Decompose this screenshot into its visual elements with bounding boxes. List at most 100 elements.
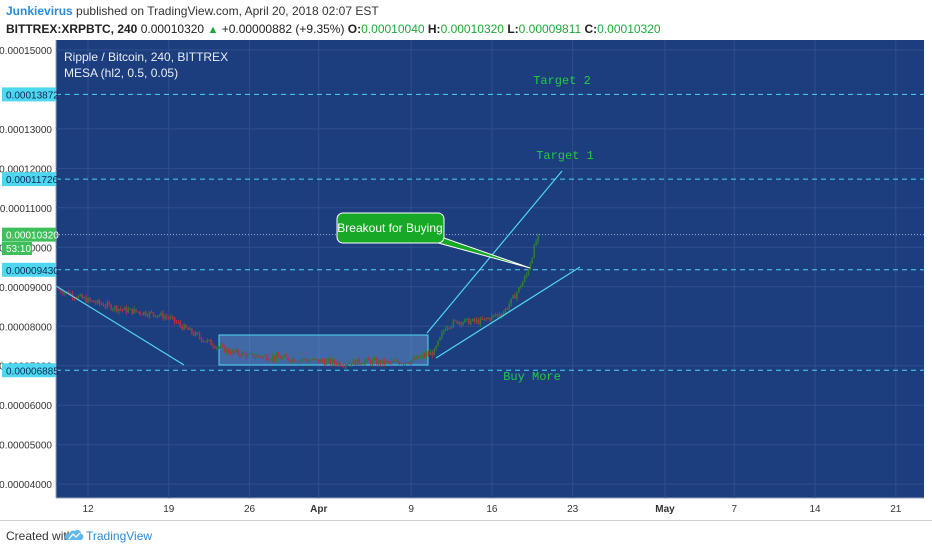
candle-body [329, 359, 332, 364]
candle-body [129, 308, 132, 310]
candle-body [158, 315, 160, 317]
created-with-label: Created with [6, 529, 74, 543]
candle-body [341, 365, 343, 367]
open-value: 0.00010040 [361, 22, 425, 36]
candle-body [248, 353, 251, 355]
candle-body [310, 360, 312, 362]
candle-body [318, 359, 320, 363]
change-value: +0.00000882 (+9.35%) [221, 22, 345, 36]
price-tag-text: 0.00013872 [6, 90, 59, 101]
candle-body [60, 289, 62, 293]
level-lines[interactable] [56, 93, 924, 371]
candle-body [364, 360, 366, 364]
candle-body [496, 314, 499, 316]
low-label: L: [507, 22, 519, 36]
last-price: 0.00010320 [140, 22, 205, 36]
candle-body [529, 263, 532, 270]
candle-body [498, 314, 501, 316]
candle-body [183, 324, 185, 330]
candle-body [160, 312, 162, 316]
tradingview-cloud-icon[interactable] [64, 528, 84, 547]
lower-channel-line[interactable] [435, 266, 581, 359]
candle-body [266, 355, 268, 360]
y-tick-label: 0.00012000 [0, 164, 52, 175]
candle-body [427, 353, 430, 355]
candle-body [242, 352, 245, 354]
candle-body [92, 300, 95, 303]
candle-body [131, 308, 134, 314]
candle-body [298, 360, 301, 362]
candle-body [512, 295, 514, 299]
candle-body [289, 360, 291, 362]
candle-body [400, 363, 403, 365]
price-chart[interactable]: 0.00015000 0.00013000 0.00012000 0.00011000… [0, 40, 932, 520]
candle-body [275, 354, 278, 360]
upper-channel-line[interactable] [426, 170, 563, 334]
candle-body [239, 354, 241, 357]
time-axis[interactable] [0, 498, 932, 520]
candle-body [479, 318, 482, 325]
y-tick-label: 0.00013000 [0, 125, 52, 136]
x-tick-labels: 12 19 26 Apr 9 16 23 May 7 14 21 [82, 504, 901, 515]
candle-body [391, 361, 393, 363]
callout-text: Breakout for Buying [337, 221, 442, 235]
candle-body [339, 362, 341, 366]
tradingview-link[interactable]: TradingView [86, 529, 153, 543]
price-tag [2, 227, 56, 242]
candle-body [166, 316, 168, 318]
candle-body [421, 354, 424, 357]
candle-body [346, 364, 349, 366]
candle-body [194, 332, 197, 336]
candle-body [150, 311, 153, 313]
candle-body [314, 358, 316, 360]
candle-body [468, 318, 470, 325]
price-tag-text: 0.00011726 [6, 175, 59, 186]
candle-body [96, 300, 99, 304]
candle-body [137, 311, 139, 313]
candle-body [173, 317, 176, 322]
consolidation-box[interactable] [218, 334, 429, 366]
candle-body [267, 359, 270, 361]
callout-box[interactable] [336, 212, 445, 244]
candle-body [533, 245, 536, 258]
candle-body [133, 309, 135, 314]
y-tick-label: 0.00004000 [0, 480, 52, 491]
candle-body [404, 362, 407, 364]
candle-body [398, 362, 401, 365]
y-tick-label: 0.00011000 [0, 204, 52, 215]
close-value: 0.00010320 [597, 22, 661, 36]
candle-body [439, 337, 441, 341]
candle-body [443, 330, 445, 333]
candle-body [387, 361, 389, 363]
candle-body [273, 355, 276, 360]
candle-body [246, 353, 249, 358]
candle-body [146, 315, 149, 317]
candle-body [83, 297, 85, 299]
down-trendline[interactable] [55, 285, 185, 366]
open-label: O: [347, 22, 362, 36]
candle-body [431, 352, 434, 356]
candle-body [393, 361, 395, 363]
candle-body [343, 365, 345, 367]
candle-body [344, 364, 347, 367]
candle-body [527, 269, 530, 275]
low-value: 0.00009811 [518, 22, 582, 36]
candle-body [525, 274, 528, 277]
target-1-label: Target 1 [536, 149, 594, 163]
candle-body [379, 360, 382, 364]
author-link[interactable]: Junkievirus [6, 4, 73, 18]
candle-body [256, 355, 259, 358]
candle-body [437, 340, 439, 346]
candle-body [64, 292, 66, 294]
candle-body [508, 304, 511, 309]
candle-body [169, 317, 172, 319]
candle-body [519, 286, 522, 288]
candle-body [217, 347, 220, 349]
candle-body [316, 359, 318, 361]
price-tags: 0.00013872 0.00011726 0.00010320 0.00009430… [2, 87, 59, 378]
chart-area[interactable]: 0.00015000 0.00013000 0.00012000 0.00011000… [0, 40, 932, 520]
candle-body [148, 311, 151, 317]
candle-body [189, 328, 191, 331]
candle-body [450, 326, 453, 328]
countdown-tag [2, 242, 32, 255]
